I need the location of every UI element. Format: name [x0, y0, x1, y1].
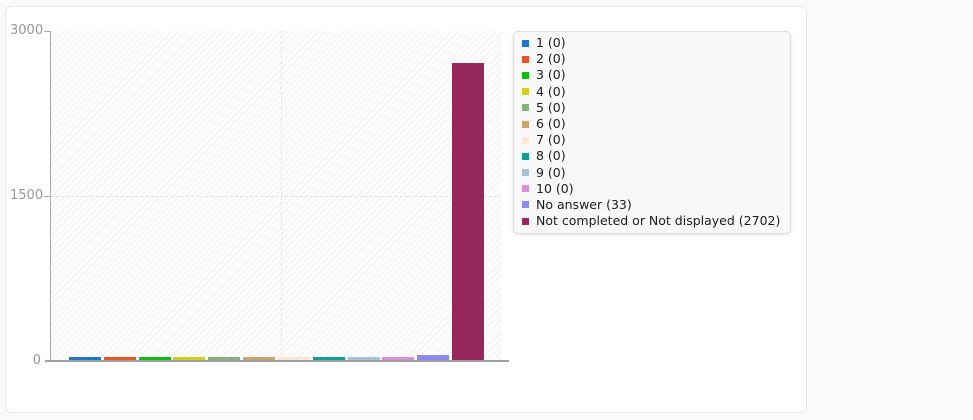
y-axis-label: 1500 — [10, 188, 44, 203]
legend-item: 8 (0) — [522, 148, 781, 164]
legend-item: 3 (0) — [522, 67, 781, 83]
y-axis-tick — [44, 30, 50, 32]
legend-item-label: 5 (0) — [536, 99, 566, 115]
y-axis-label: 0 — [32, 353, 41, 368]
legend-color-swatch — [522, 39, 529, 47]
bar-7 — [277, 357, 310, 360]
legend-item-label: 8 (0) — [536, 148, 566, 164]
legend-item: 5 (0) — [522, 100, 781, 116]
legend-color-swatch — [522, 169, 529, 177]
legend-item-label: 7 (0) — [536, 132, 566, 148]
chart-legend: 1 (0) 2 (0) 3 (0) 4 (0) 5 (0) 6 (0) 7 (0) 8 (0)… — [513, 31, 791, 235]
legend-color-swatch — [522, 104, 529, 112]
bar-no-answer — [417, 355, 450, 360]
legend-item-label: 9 (0) — [536, 164, 566, 180]
legend-item-label: 4 (0) — [536, 83, 566, 99]
y-axis-line — [49, 31, 51, 362]
legend-color-swatch — [522, 152, 529, 160]
bar-not-completed-or-not-displayed — [452, 63, 485, 360]
bar-5 — [208, 357, 241, 360]
legend-item: Not completed or Not displayed (2702) — [522, 213, 781, 229]
legend-item-label: 10 (0) — [536, 180, 574, 196]
bar-1 — [69, 357, 101, 360]
legend-item: 9 (0) — [522, 165, 781, 181]
horizontal-gridline — [51, 196, 502, 197]
legend-color-swatch — [522, 71, 529, 79]
legend-item: 7 (0) — [522, 132, 781, 148]
legend-color-swatch — [522, 55, 529, 63]
bar-9 — [347, 357, 380, 360]
legend-color-swatch — [522, 201, 529, 209]
bar-6 — [243, 357, 276, 360]
bar-3 — [138, 357, 171, 360]
y-axis-tick — [44, 195, 50, 197]
legend-item: 2 (0) — [522, 51, 781, 67]
legend-item-label: 1 (0) — [536, 35, 566, 51]
x-axis-baseline — [45, 360, 509, 362]
bar-8 — [312, 357, 345, 360]
legend-item: 4 (0) — [522, 84, 781, 100]
legend-item-label: Not completed or Not displayed (2702) — [536, 213, 781, 229]
plot-area — [51, 31, 502, 361]
legend-item: No answer (33) — [522, 197, 781, 213]
bar-2 — [103, 357, 136, 360]
legend-item: 10 (0) — [522, 181, 781, 197]
legend-color-swatch — [522, 136, 529, 144]
chart-card: 0 1500 3000 1 (0) 2 (0) 3 (0) 4 (0) 5 (0) 6 (0)… — [5, 6, 807, 413]
legend-color-swatch — [522, 120, 529, 128]
legend-item-label: 6 (0) — [536, 116, 566, 132]
legend-color-swatch — [522, 185, 529, 193]
legend-item: 1 (0) — [522, 35, 781, 51]
legend-item-label: No answer (33) — [536, 196, 632, 212]
y-axis-label: 3000 — [10, 23, 44, 38]
legend-item-label: 3 (0) — [536, 67, 566, 83]
bar-10 — [382, 357, 415, 360]
bar-4 — [173, 357, 206, 360]
legend-item: 6 (0) — [522, 116, 781, 132]
legend-item-label: 2 (0) — [536, 51, 566, 67]
legend-color-swatch — [522, 217, 529, 225]
legend-color-swatch — [522, 88, 529, 96]
